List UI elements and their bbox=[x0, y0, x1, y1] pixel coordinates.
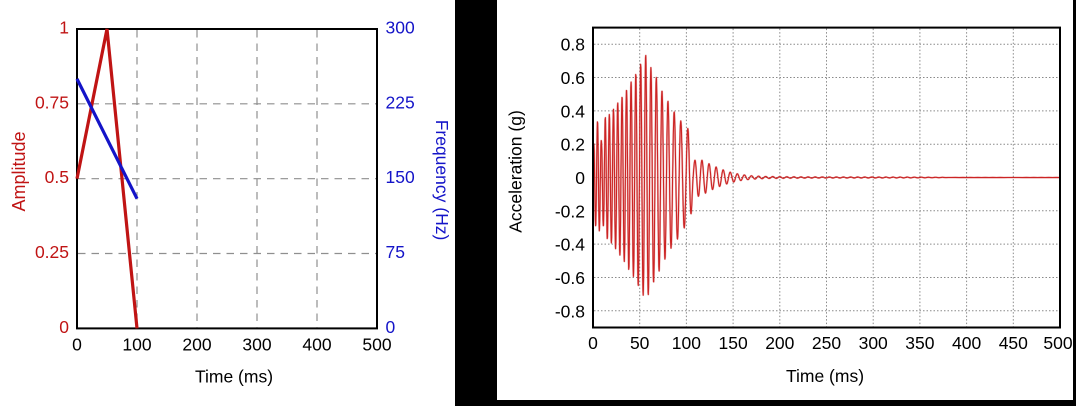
svg-text:200: 200 bbox=[765, 333, 794, 353]
svg-text:200: 200 bbox=[182, 334, 211, 354]
svg-text:Amplitude: Amplitude bbox=[9, 131, 29, 211]
svg-text:Acceleration (g): Acceleration (g) bbox=[506, 110, 526, 233]
svg-text:0.8: 0.8 bbox=[561, 35, 585, 55]
svg-text:0.2: 0.2 bbox=[561, 135, 585, 155]
svg-text:350: 350 bbox=[905, 333, 934, 353]
svg-text:300: 300 bbox=[242, 334, 271, 354]
svg-text:0.4: 0.4 bbox=[561, 101, 586, 121]
svg-text:0: 0 bbox=[588, 333, 598, 353]
svg-text:0: 0 bbox=[575, 168, 585, 188]
svg-text:Frequency (Hz): Frequency (Hz) bbox=[432, 120, 452, 241]
svg-text:0: 0 bbox=[72, 334, 82, 354]
svg-text:500: 500 bbox=[362, 334, 391, 354]
svg-text:450: 450 bbox=[999, 333, 1028, 353]
svg-text:400: 400 bbox=[302, 334, 331, 354]
svg-text:0.5: 0.5 bbox=[45, 167, 69, 187]
svg-text:-0.8: -0.8 bbox=[555, 301, 585, 321]
svg-text:-0.6: -0.6 bbox=[555, 268, 585, 288]
svg-text:400: 400 bbox=[952, 333, 981, 353]
svg-text:0.25: 0.25 bbox=[35, 242, 69, 262]
svg-text:75: 75 bbox=[386, 242, 405, 262]
svg-text:Time (ms): Time (ms) bbox=[195, 367, 273, 387]
svg-text:1: 1 bbox=[59, 18, 69, 38]
svg-text:-0.2: -0.2 bbox=[555, 201, 585, 221]
svg-text:300: 300 bbox=[386, 18, 415, 38]
svg-text:0: 0 bbox=[59, 317, 69, 337]
svg-text:250: 250 bbox=[812, 333, 841, 353]
svg-text:0.75: 0.75 bbox=[35, 92, 69, 112]
svg-text:150: 150 bbox=[718, 333, 747, 353]
svg-text:0: 0 bbox=[386, 317, 396, 337]
svg-text:500: 500 bbox=[1043, 333, 1072, 353]
svg-text:100: 100 bbox=[672, 333, 701, 353]
svg-text:Time (ms): Time (ms) bbox=[786, 366, 864, 386]
svg-text:225: 225 bbox=[386, 92, 415, 112]
svg-text:-0.4: -0.4 bbox=[555, 235, 585, 255]
svg-text:300: 300 bbox=[859, 333, 888, 353]
svg-text:0.6: 0.6 bbox=[561, 68, 585, 88]
svg-text:100: 100 bbox=[122, 334, 151, 354]
svg-text:150: 150 bbox=[386, 167, 415, 187]
svg-text:50: 50 bbox=[630, 333, 650, 353]
